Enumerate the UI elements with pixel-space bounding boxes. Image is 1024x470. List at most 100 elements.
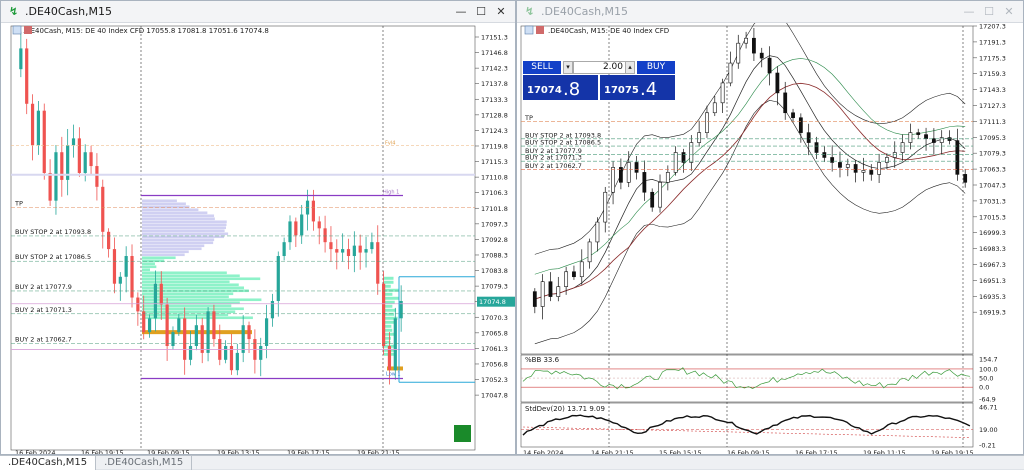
minimize-button[interactable]: — [963,5,975,18]
chart-tab-active[interactable]: .DE40Cash,M15 [0,456,97,470]
candle-body [393,318,397,371]
volume-profile-bar [142,304,232,308]
buy-button[interactable]: BUY [637,61,675,74]
candle-body [247,325,251,340]
candle-body [101,186,105,232]
time-axis-label: 19 Feb 21:15 [357,449,400,455]
candle-body [171,332,175,346]
volume-profile-bar [142,199,177,203]
chart-tab[interactable]: .DE40Cash,M15 [96,456,193,470]
maximize-button[interactable]: ☐ [984,5,994,18]
volume-profile-bar [142,295,229,299]
price-axis-label: 17047.3 [979,182,1006,190]
bid-price-button[interactable]: 17074 .8 [523,75,598,100]
bb-indicator-line [522,367,970,390]
price-axis-label: 17159.3 [979,70,1006,78]
candle-body [689,142,694,163]
price-axis-label: 17106.3 [481,189,508,197]
candle-body [712,102,717,114]
candle-body [329,242,333,250]
volume-profile-bar [142,235,225,239]
lot-size-input[interactable]: 2.00 [573,61,627,74]
volume-profile-bar [142,226,226,230]
volume-profile-bar [142,214,215,218]
candle-body [548,281,553,297]
volume-profile-bar [142,229,225,233]
stddev-axis-label: -0.21 [979,442,996,450]
volume-profile-bar [384,276,394,280]
bb-axis-label: 0.0 [979,384,989,392]
volume-profile-bar [142,232,229,236]
candle-body [25,48,29,104]
price-axis-label: 16919.3 [979,309,1006,317]
time-axis-label: 16 Feb 17:15 [795,449,838,455]
candle-body [264,318,269,346]
current-price-label: 17074.8 [479,298,506,306]
candle-body [822,152,827,158]
order-label: BUY STOP 2 at 17086.5 [15,253,91,261]
volume-profile-bar [384,316,398,320]
candle-body [370,242,374,250]
candle-body [900,142,905,153]
candle-body [572,271,576,278]
one-click-trade-panel[interactable]: SELL ▾ 2.00 ▴ BUY 17074 .8 17075 .4 [523,61,675,101]
lot-increase-icon[interactable]: ▴ [625,61,635,74]
ask-price-pips: .4 [640,79,658,100]
close-button[interactable]: ✕ [1004,5,1014,18]
chart-info-text: .DE40Cash, M15: DE 40 Index CFD [548,27,669,35]
candle-body [194,325,198,346]
stddev-axis-label: 46.71 [979,404,998,412]
close-button[interactable]: ✕ [496,5,506,18]
time-axis-label: 14 Feb 2024 [523,449,563,455]
window-titlebar[interactable]: ↯ .DE40Cash,M15 — ☐ ✕ [517,1,1023,23]
price-axis-label: 17127.3 [979,102,1006,110]
candle-body [814,142,819,153]
chart-window-left[interactable]: ↯ .DE40Cash,M15 — ☐ ✕ TP BUY STOP 2 at 17… [0,0,516,455]
candle-body [791,112,795,119]
order-label: BUY 2 at 17071.3 [525,154,582,162]
chart-canvas[interactable]: TP BUY STOP 2 at 17093.8 BUY STOP 2 at 170… [1,23,516,455]
one-click-trading-icon[interactable] [12,25,22,35]
candle-body [270,300,275,319]
maximize-button[interactable]: ☐ [476,5,486,18]
minimize-button[interactable]: — [455,5,467,18]
one-click-trading-icon[interactable] [524,25,534,35]
candle-body [224,345,228,360]
window-titlebar[interactable]: ↯ .DE40Cash,M15 — ☐ ✕ [1,1,515,23]
candle-body [634,162,639,173]
price-axis-label: 17063.3 [979,166,1006,174]
volume-profile-bar [142,283,239,287]
price-axis-label: 17079.3 [481,283,508,291]
signal-icon[interactable] [454,425,471,442]
candle-body [188,345,193,360]
volume-profile-bar [142,262,155,266]
volume-profile-bar [384,296,399,300]
candle-body [147,318,152,333]
candle-body [720,82,725,104]
lot-decrease-icon[interactable]: ▾ [563,61,573,74]
depth-icon[interactable] [24,26,32,34]
price-axis-label: 17079.3 [979,150,1006,158]
price-chart-left[interactable]: TP BUY STOP 2 at 17093.8 BUY STOP 2 at 170… [1,23,515,454]
candle-body [66,145,70,180]
bb-axis-label: 154.7 [979,356,998,364]
depth-icon[interactable] [536,26,544,34]
candle-body [259,345,263,360]
candle-body [955,140,960,175]
chart-window-right[interactable]: ↯ .DE40Cash,M15 — ☐ ✕ TP BUY STOP 2 at 17… [516,0,1024,455]
volume-profile-bar [142,298,262,302]
candle-body [48,172,52,201]
sell-button[interactable]: SELL [523,61,561,74]
candle-body [130,256,134,298]
price-axis-label: 17133.3 [481,96,508,104]
candle-body [346,249,351,257]
volume-profile-bar [142,265,157,269]
stddev-axis-label: 19.00 [979,426,998,434]
time-axis-label: 19 Feb 17:15 [287,449,330,455]
price-axis-label: 16935.3 [979,293,1006,301]
candle-body [54,152,58,201]
candle-body [642,172,647,193]
candle-body [869,170,874,175]
ask-price-button[interactable]: 17075 .4 [600,75,675,100]
price-chart-right[interactable]: TP BUY STOP 2 at 17093.8 BUY STOP 2 at 170… [517,10,1023,455]
